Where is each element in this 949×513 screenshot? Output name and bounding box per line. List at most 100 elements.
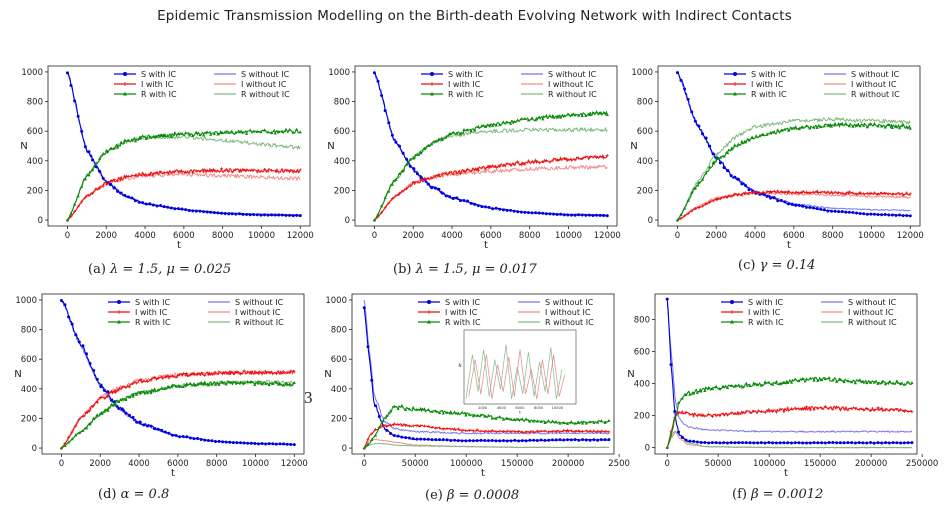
plot-frame — [351, 293, 615, 455]
series-markers-s-with-ic — [372, 71, 609, 218]
legend-label: S without IC — [235, 298, 284, 307]
legend-label: I with IC — [751, 80, 784, 89]
series-line-i-with-ic — [374, 154, 608, 221]
y-tick-label: 1000 — [15, 296, 37, 306]
y-axis-label: N — [630, 141, 637, 152]
legend-label: R with IC — [748, 318, 784, 327]
x-tick-label: 0 — [372, 231, 377, 241]
x-tick-label: 2000 — [705, 231, 727, 241]
series-markers-r-with-ic — [675, 121, 912, 222]
legend-label: I with IC — [448, 80, 481, 89]
series-line-r-with-ic — [66, 128, 301, 221]
series-markers-r-with-ic — [59, 380, 296, 450]
series-line-i-without-ic — [666, 430, 912, 449]
legend-label: S without IC — [548, 70, 597, 79]
page-number: 3 — [304, 388, 313, 407]
y-tick-label: 800 — [27, 98, 43, 108]
series-markers-r-with-ic — [362, 403, 611, 450]
chart-svg: 0 2000 4000 6000 8000 10000 12000 0 200 400 600 800… — [14, 293, 308, 479]
series-markers-i-with-ic — [665, 404, 914, 450]
x-tick-label: 10000 — [248, 231, 275, 241]
y-tick-label: 0 — [342, 444, 347, 454]
series-markers-s-with-ic — [65, 71, 302, 218]
series-markers-s-with-ic — [362, 306, 611, 443]
x-tick-label: 0 — [675, 231, 680, 241]
caption-prefix: (b) — [393, 262, 412, 277]
y-tick-label: 800 — [637, 98, 653, 108]
y-tick-label: 600 — [634, 348, 650, 358]
x-tick-label: 4000 — [441, 231, 463, 241]
series-markers-r-with-ic — [65, 127, 302, 222]
x-tick-label: 6000 — [167, 459, 189, 469]
chart-svg: 0 50000 100000 150000 200000 250000 0 200 400 600… — [627, 293, 938, 479]
caption-prefix: (f) — [732, 487, 747, 502]
caption-math: α = 0.8 — [120, 487, 170, 502]
series-markers-i-with-ic — [675, 189, 912, 222]
series-line-r-without-ic — [373, 127, 608, 221]
y-tick-label: 200 — [21, 414, 37, 424]
series-markers-i-with-ic — [362, 422, 611, 450]
x-tick-label: 6000 — [783, 231, 805, 241]
x-tick-label: 12000 — [281, 459, 308, 469]
legend-label: I without IC — [545, 308, 591, 317]
x-tick-label: 0 — [65, 231, 70, 241]
legend-label: R with IC — [751, 90, 787, 99]
plot-frame — [47, 65, 311, 227]
x-axis-label: t — [784, 468, 788, 479]
x-axis-label: t — [171, 468, 175, 479]
subplot-e: 0 50000 100000 150000 200000 2500 0 200 400 600 80… — [322, 288, 630, 479]
legend: S with ICI with ICR with IC S without ICI… — [421, 70, 597, 99]
y-axis-label: N — [627, 369, 634, 380]
chart-svg: 0 2000 4000 6000 8000 10000 12000 0 200 400 600 800… — [20, 65, 314, 251]
y-tick-label: 600 — [334, 127, 350, 137]
legend-label: S with IC — [135, 298, 170, 307]
x-axis-label: t — [787, 240, 791, 251]
legend-label: S with IC — [448, 70, 483, 79]
series-line-s-without-ic — [363, 300, 610, 435]
x-tick-label: 0 — [665, 459, 670, 469]
caption-d: (d) α = 0.8 — [98, 487, 169, 502]
y-tick-label: 200 — [331, 414, 347, 424]
x-tick-label: 50000 — [705, 459, 732, 469]
legend-label: S without IC — [241, 70, 290, 79]
y-axis-label: N — [14, 369, 21, 380]
x-tick-label: 150000 — [501, 459, 533, 469]
series-line-i-without-ic — [67, 171, 301, 221]
series-line-i-with-ic — [677, 190, 911, 221]
inset-x-tick-label: 2000 — [478, 406, 488, 410]
series-markers-i-with-ic — [372, 153, 609, 222]
legend-label: R without IC — [545, 318, 594, 327]
series-line-i-with-ic — [363, 423, 610, 449]
caption-b: (b) λ = 1.5, μ = 0.017 — [393, 262, 537, 277]
x-tick-label: 0 — [59, 459, 64, 469]
caption-e: (e) β = 0.0008 — [425, 488, 519, 503]
y-axis-label: N — [327, 141, 334, 152]
caption-prefix: (d) — [98, 487, 117, 502]
legend-label: R without IC — [241, 90, 290, 99]
y-tick-label: 800 — [334, 98, 350, 108]
legend-label: S with IC — [751, 70, 786, 79]
series-line-s-without-ic — [666, 303, 913, 433]
y-tick-label: 400 — [637, 157, 653, 167]
y-tick-label: 400 — [27, 157, 43, 167]
paper-title: Epidemic Transmission Modelling on the B… — [157, 8, 792, 24]
series-markers-i-with-ic — [59, 369, 296, 450]
caption-a: (a) λ = 1.5, μ = 0.025 — [88, 262, 231, 277]
caption-math: β = 0.0008 — [446, 488, 520, 503]
x-tick-label: 4000 — [744, 231, 766, 241]
subplot-b: 0 2000 4000 6000 8000 10000 12000 0 200 400 600 800… — [325, 60, 625, 251]
y-tick-label: 600 — [637, 127, 653, 137]
series-line-r-with-ic — [363, 405, 610, 449]
legend-label: R with IC — [135, 318, 171, 327]
legend-label: S with IC — [141, 70, 176, 79]
series-line-r-without-ic — [364, 442, 610, 449]
x-tick-label: 200000 — [855, 459, 887, 469]
legend-label: S without IC — [848, 298, 897, 307]
caption-math: λ = 1.5, μ = 0.025 — [110, 262, 232, 277]
legend-label: I without IC — [548, 80, 594, 89]
x-tick-label: 10000 — [242, 459, 269, 469]
caption-math: λ = 1.5, μ = 0.017 — [415, 262, 537, 277]
x-tick-label: 250000 — [906, 459, 938, 469]
x-tick-label: 2000 — [95, 231, 117, 241]
series-markers-r-with-ic — [372, 110, 609, 222]
